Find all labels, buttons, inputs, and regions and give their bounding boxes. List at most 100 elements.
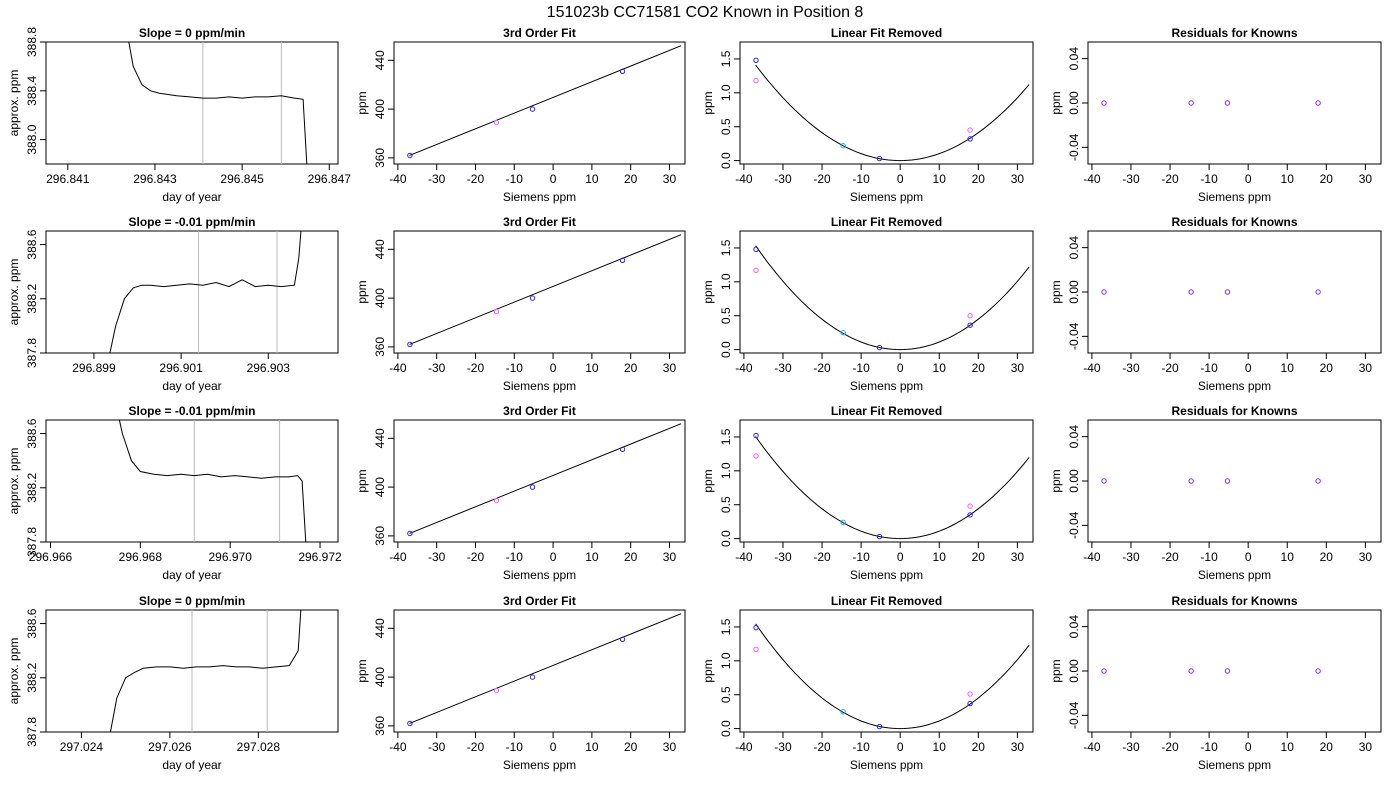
x-tick-label: 10 bbox=[1281, 172, 1295, 186]
fit-curve bbox=[755, 64, 1030, 162]
x-tick-label: 0 bbox=[1245, 550, 1252, 564]
data-point bbox=[840, 519, 846, 526]
x-tick-label: 30 bbox=[663, 550, 677, 564]
x-tick-label: 10 bbox=[585, 740, 599, 754]
x-tick-label: 296.847 bbox=[308, 172, 352, 186]
data-point bbox=[1188, 100, 1194, 106]
x-tick-label: 0 bbox=[550, 550, 557, 564]
x-tick-label: 0 bbox=[897, 172, 904, 186]
plot-frame bbox=[739, 230, 1034, 354]
x-tick-label: -40 bbox=[735, 361, 753, 375]
data-point bbox=[967, 322, 973, 328]
data-point bbox=[493, 119, 500, 126]
x-tick-label: 30 bbox=[1359, 550, 1373, 564]
x-tick-label: 0 bbox=[550, 740, 557, 754]
y-tick-label: 388.6 bbox=[25, 418, 39, 448]
plot-area bbox=[109, 231, 302, 353]
x-tick-label: 20 bbox=[624, 740, 638, 754]
y-tick-label: 387.8 bbox=[25, 527, 39, 557]
plot-frame bbox=[393, 609, 686, 733]
data-point bbox=[529, 674, 536, 680]
x-tick-label: -20 bbox=[467, 740, 485, 754]
x-tick-label: 20 bbox=[1320, 361, 1334, 375]
panel-title: Residuals for Knowns bbox=[1171, 594, 1297, 608]
data-point bbox=[753, 646, 759, 653]
plot-frame bbox=[1087, 419, 1382, 543]
x-tick-label: -40 bbox=[1083, 361, 1101, 375]
data-point bbox=[493, 497, 500, 504]
plot-area bbox=[407, 234, 682, 348]
x-axis-label: Siemens ppm bbox=[503, 568, 576, 582]
data-point bbox=[840, 329, 846, 336]
x-tick-label: -40 bbox=[389, 550, 407, 564]
x-tick-label: 20 bbox=[972, 740, 986, 754]
x-tick-label: -10 bbox=[852, 740, 870, 754]
x-tick-label: -40 bbox=[1083, 740, 1101, 754]
x-tick-label: -10 bbox=[506, 361, 524, 375]
panel-r2-c1: Slope = -0.01 ppm/min 296.899 296.901 296.9… bbox=[7, 215, 339, 393]
x-axis-label: Siemens ppm bbox=[503, 190, 576, 204]
x-tick-label: 0 bbox=[1245, 740, 1252, 754]
panel-title: 3rd Order Fit bbox=[503, 215, 576, 229]
plot-area bbox=[109, 610, 302, 732]
x-tick-label: -30 bbox=[774, 172, 792, 186]
y-tick-label: 387.8 bbox=[25, 717, 39, 747]
y-tick-label: 387.8 bbox=[25, 338, 39, 368]
data-point bbox=[967, 691, 973, 697]
plot-frame bbox=[45, 41, 339, 165]
x-tick-label: 0 bbox=[897, 550, 904, 564]
data-point bbox=[840, 708, 846, 715]
data-point bbox=[1315, 478, 1321, 484]
x-tick-label: 10 bbox=[585, 361, 599, 375]
plot-frame bbox=[45, 230, 339, 354]
x-tick-label: 20 bbox=[624, 361, 638, 375]
plot-area bbox=[753, 623, 1030, 730]
y-tick-label: 388.0 bbox=[25, 124, 39, 154]
x-tick-label: -40 bbox=[735, 172, 753, 186]
data-point bbox=[1315, 289, 1321, 295]
y-tick-label: 0.04 bbox=[1067, 236, 1081, 260]
x-tick-label: -20 bbox=[813, 361, 831, 375]
data-point bbox=[1101, 289, 1107, 295]
x-tick-label: 30 bbox=[1011, 172, 1025, 186]
panel-title: Linear Fit Removed bbox=[831, 26, 942, 40]
x-tick-label: -30 bbox=[1122, 740, 1140, 754]
y-tick-label: 0.0 bbox=[719, 341, 733, 358]
x-tick-label: 296.899 bbox=[72, 361, 116, 375]
data-point bbox=[876, 155, 883, 162]
data-point bbox=[1224, 478, 1231, 484]
plot-frame bbox=[1087, 609, 1382, 733]
x-axis-label: Siemens ppm bbox=[850, 568, 923, 582]
x-tick-label: 0 bbox=[897, 361, 904, 375]
y-axis-label: ppm bbox=[355, 280, 369, 303]
panel-title: Slope = 0 ppm/min bbox=[139, 26, 245, 40]
panel-title: Slope = -0.01 ppm/min bbox=[128, 215, 255, 229]
x-tick-label: 10 bbox=[1281, 361, 1295, 375]
y-tick-label: 360 bbox=[373, 148, 387, 168]
x-tick-label: -20 bbox=[1161, 740, 1179, 754]
x-tick-label: 0 bbox=[550, 361, 557, 375]
y-tick-label: 1.5 bbox=[719, 239, 733, 256]
x-tick-label: 20 bbox=[972, 361, 986, 375]
x-tick-label: 297.024 bbox=[60, 740, 104, 754]
y-tick-label: 0.04 bbox=[1067, 47, 1081, 71]
trace-line bbox=[109, 231, 302, 353]
data-point bbox=[753, 624, 759, 631]
x-axis-label: Siemens ppm bbox=[1198, 379, 1271, 393]
plot-area bbox=[407, 45, 682, 159]
panel-r3-c3: Linear Fit Removed -40 -30 -20 -10 0 10 20 30 0.0… bbox=[701, 404, 1034, 582]
y-tick-label: 388.6 bbox=[25, 229, 39, 259]
x-tick-label: 10 bbox=[933, 550, 947, 564]
x-tick-label: 0 bbox=[1245, 361, 1252, 375]
plot-area bbox=[753, 432, 1030, 540]
data-point bbox=[753, 77, 759, 84]
x-axis-label: Siemens ppm bbox=[503, 758, 576, 772]
y-tick-label: 0.5 bbox=[719, 496, 733, 513]
fit-line bbox=[409, 613, 682, 724]
y-tick-label: 0.0 bbox=[719, 720, 733, 737]
x-tick-label: 297.028 bbox=[237, 740, 281, 754]
fit-line bbox=[409, 234, 682, 345]
x-tick-label: 296.966 bbox=[29, 550, 73, 564]
x-tick-label: -20 bbox=[1161, 550, 1179, 564]
data-point bbox=[619, 257, 626, 263]
